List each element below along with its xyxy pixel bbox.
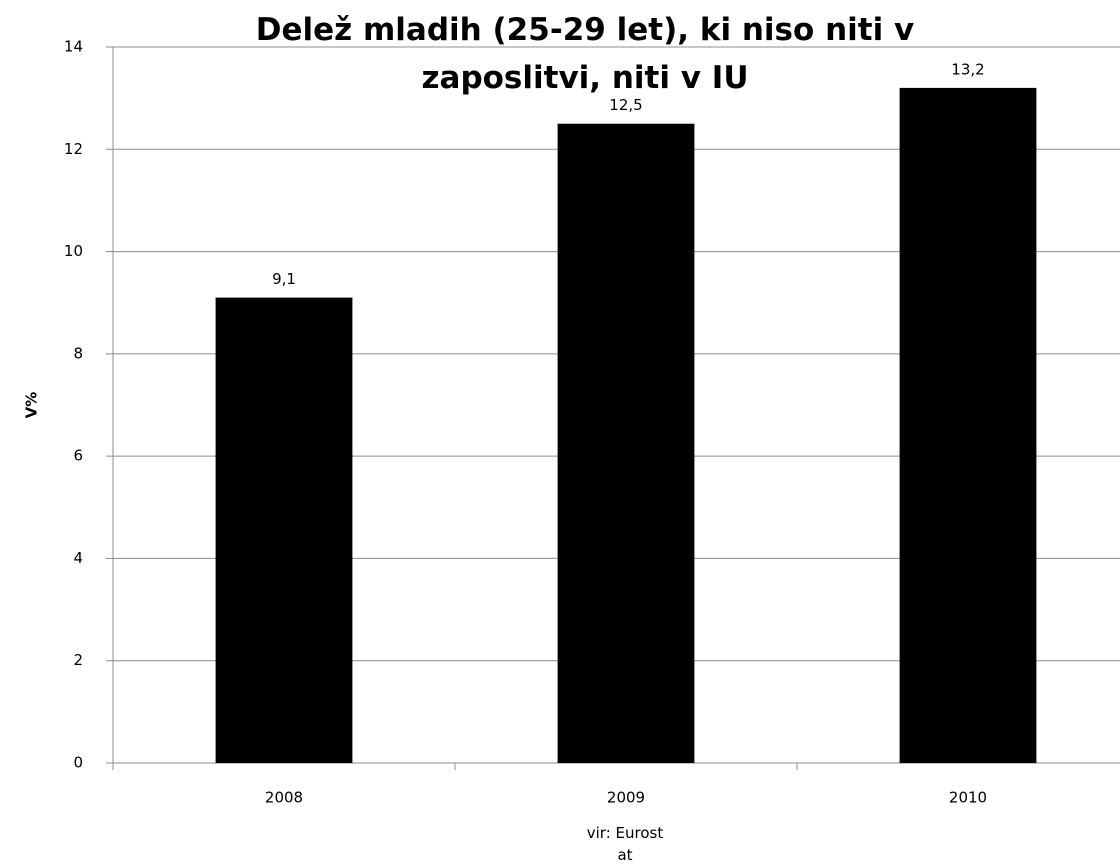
bar [899, 87, 1037, 763]
y-tick-label: 12 [64, 140, 83, 158]
y-tick-label: 6 [73, 447, 83, 465]
data-label: 9,1 [272, 270, 296, 288]
bar [557, 123, 695, 763]
x-tick-label: 2009 [607, 789, 645, 807]
x-tick-label: 2008 [265, 789, 303, 807]
y-tick-label: 14 [64, 38, 83, 56]
bar [215, 297, 353, 763]
data-label: 12,5 [609, 96, 642, 114]
data-label: 13,2 [951, 60, 984, 78]
y-tick-label: 0 [73, 754, 83, 772]
y-tick-label: 8 [73, 344, 83, 362]
source-note: vir: Eurostat [586, 824, 664, 864]
y-axis-label: V% [23, 392, 41, 419]
chart-title: Delež mladih (25-29 let), ki niso niti v… [255, 12, 915, 96]
y-tick-label: 2 [73, 651, 83, 669]
y-tick-label: 10 [64, 242, 83, 260]
y-tick-label: 4 [73, 549, 83, 567]
x-tick-label: 2010 [949, 789, 987, 807]
